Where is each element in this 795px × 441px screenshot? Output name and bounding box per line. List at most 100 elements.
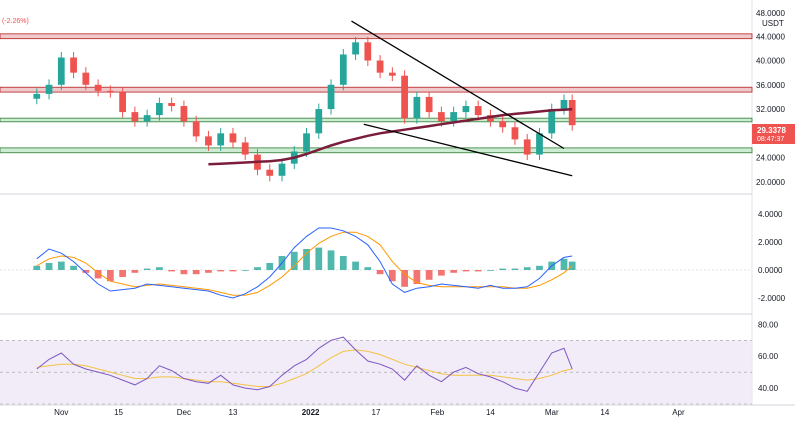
rsi-tick-label: 60.00 [758,352,779,361]
candle [376,60,384,73]
macd-histogram-bar [70,265,77,270]
candle [168,103,176,107]
macd-panel [0,227,752,299]
current-price-value: 29.3378 [757,126,786,135]
macd-histogram-bar [217,270,225,272]
price-tick-label: 20.0000 [756,178,785,187]
macd-histogram-bar [388,270,396,282]
macd-histogram-bar [82,270,90,273]
price-tick-label: 32.0000 [756,105,785,114]
macd-histogram-bar [462,270,470,272]
macd-histogram-bar [315,247,323,270]
candle [131,112,139,122]
candle [180,106,188,122]
candle [364,42,372,61]
rsi-tick-labels: 80.00 60.00 40.00 [758,320,779,393]
macd-histogram-bar [523,267,531,270]
zone-support-lower [0,147,753,154]
price-tick-label: 44.0000 [756,32,785,41]
change-percent: (-2.26%) [2,18,29,25]
candle [205,136,212,146]
macd-histogram-bar [376,270,384,275]
candle [401,75,408,119]
price-tick-label: 24.0000 [756,154,785,163]
price-tick-labels: 44.0000 40.0000 36.0000 32.0000 24.0000 20.00… [756,32,785,187]
macd-histogram-bar [94,270,102,279]
candle [536,133,543,155]
trendline-falling-support[interactable] [363,123,573,177]
macd-histogram-bar [536,265,543,270]
macd-histogram-bar [168,270,176,272]
macd-histogram-bar [180,270,188,275]
rsi-line [36,336,573,392]
candle [568,99,576,126]
macd-tick-labels: 4.0000 2.0000 0.0000 -2.0000 [758,210,786,303]
macd-histogram-bar [487,270,494,271]
candle [229,133,237,143]
macd-tick-label: -2.0000 [758,294,786,303]
candle [339,54,347,85]
candle [57,57,65,85]
time-axis-label: Mar [545,408,559,417]
rsi-tick-label: 80.00 [758,320,779,329]
time-axis-label: Nov [54,408,68,417]
candle [474,106,482,116]
macd-histogram-bar [156,267,163,270]
macd-histogram-bar [438,270,445,276]
candle [548,109,556,134]
candle [303,133,310,152]
candle [388,72,396,76]
candle [192,121,200,137]
macd-histogram-bar [254,267,261,270]
zone-support-upper [0,117,753,123]
macd-histogram-bar [499,268,507,270]
candle [352,42,359,55]
current-price-badge: 29.3378 08:47:37 [752,124,795,144]
candle [156,103,163,116]
macd-tick-label: 4.0000 [758,210,783,219]
macd-histogram-bar [303,249,310,270]
time-axis-label: 15 [114,408,123,417]
macd-histogram-bar [425,270,433,280]
candle [511,127,519,140]
top-price-label: 48.0000 [756,9,785,18]
candle [45,84,53,94]
time-axis-label: 17 [372,408,381,417]
macd-histogram-bar [474,270,482,272]
macd-histogram-bar [560,258,568,270]
candle [413,96,421,119]
candle [315,109,323,134]
macd-histogram-bar [241,270,249,271]
price-tick-label: 40.0000 [756,57,785,66]
macd-histogram-bar [229,270,237,272]
trendline-falling-resistance[interactable] [351,20,565,150]
rsi-tick-label: 40.00 [758,384,779,393]
macd-histogram-bar [327,250,335,270]
candle [278,163,286,176]
macd-histogram-bar [450,270,458,273]
macd-histogram-bar [192,270,200,275]
candle [106,90,114,93]
candle [94,84,102,91]
time-axis: Nov 15 Dec 13 2022 17 Feb 14 Mar 14 Apr [54,408,685,417]
candle [241,142,249,155]
currency-label: USDT [762,19,784,28]
macd-histogram-bar [33,265,41,270]
candle [499,121,507,128]
candle [327,84,335,110]
macd-histogram-bar [352,261,359,270]
macd-histogram-bar [45,263,53,270]
price-countdown: 08:47:37 [757,136,784,143]
price-tick-label: 36.0000 [756,81,785,90]
rsi-panel [0,336,752,405]
candle [560,99,568,110]
time-axis-label: 2022 [302,408,320,417]
macd-histogram-bar [266,263,274,270]
macd-tick-label: 2.0000 [758,238,783,247]
candle [523,139,531,155]
candle [217,133,225,146]
macd-histogram-bar [57,261,65,270]
time-axis-label: 14 [486,408,495,417]
candle [82,72,90,85]
